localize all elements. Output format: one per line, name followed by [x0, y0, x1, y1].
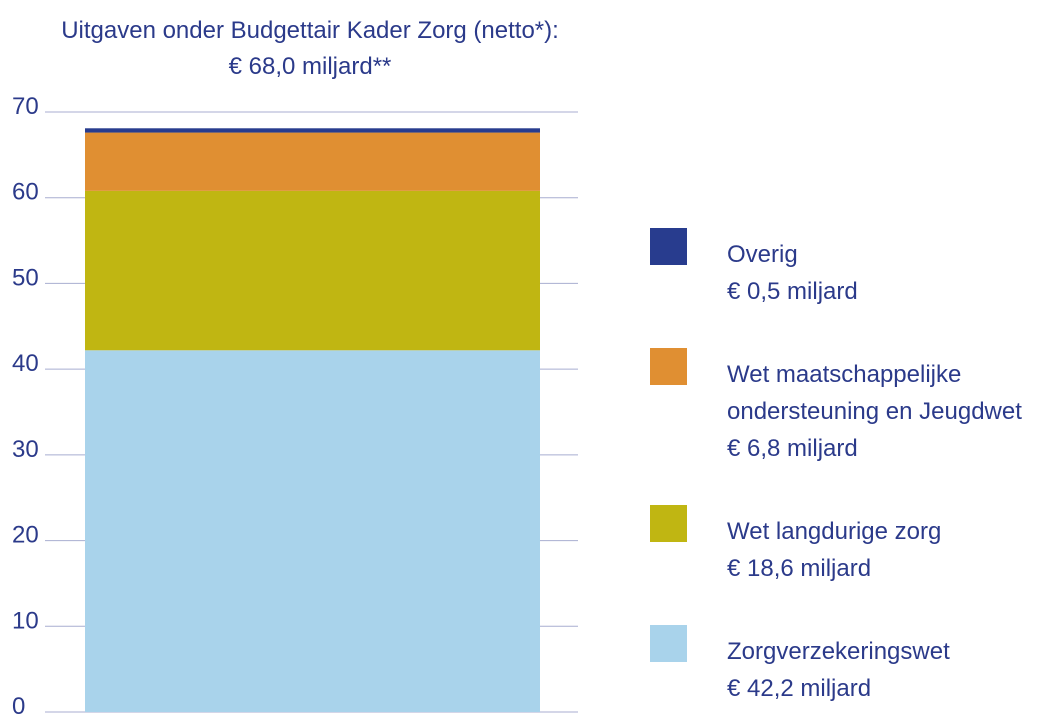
legend-value: € 0,5 miljard: [727, 278, 858, 305]
legend-swatch: [650, 228, 687, 265]
y-tick-label: 10: [12, 607, 39, 634]
legend-text: Wet maatschappelijke ondersteuning en Je…: [727, 356, 1047, 467]
legend-text: Zorgverzekeringswet € 42,2 miljard: [727, 633, 1047, 707]
bar-segment: [85, 350, 540, 712]
y-tick-label: 30: [12, 436, 39, 463]
y-tick-label: 60: [12, 179, 39, 206]
bar-segment: [85, 190, 540, 351]
legend: Overig € 0,5 miljard Wet maatschappelijke …: [650, 228, 1047, 707]
legend-value: € 6,8 miljard: [727, 435, 858, 462]
legend-item: Wet langdurige zorg € 18,6 miljard: [650, 505, 1047, 587]
legend-label: Overig: [727, 241, 798, 268]
legend-text: Wet langdurige zorg € 18,6 miljard: [727, 513, 1047, 587]
y-tick-label: 0: [12, 693, 25, 717]
legend-item: Zorgverzekeringswet € 42,2 miljard: [650, 625, 1047, 707]
legend-label: Wet langdurige zorg: [727, 518, 942, 545]
legend-item: Wet maatschappelijke ondersteuning en Je…: [650, 348, 1047, 467]
legend-text: Overig € 0,5 miljard: [727, 236, 1047, 310]
legend-swatch: [650, 505, 687, 542]
legend-swatch: [650, 348, 687, 385]
legend-item: Overig € 0,5 miljard: [650, 228, 1047, 310]
y-tick-label: 70: [12, 93, 39, 120]
legend-swatch: [650, 625, 687, 662]
bar-segment: [85, 132, 540, 191]
chart-subtitle: € 68,0 miljard**: [229, 53, 392, 80]
legend-label: Zorgverzekeringswet: [727, 638, 950, 665]
bar-segment: [85, 128, 540, 133]
legend-value: € 18,6 miljard: [727, 555, 872, 582]
y-tick-label: 50: [12, 264, 39, 291]
legend-value: € 42,2 miljard: [727, 675, 872, 702]
y-tick-label: 20: [12, 522, 39, 549]
legend-label: Wet maatschappelijke ondersteuning en Je…: [727, 361, 1022, 425]
y-tick-label: 40: [12, 350, 39, 377]
chart-title: Uitgaven onder Budgettair Kader Zorg (ne…: [61, 17, 559, 44]
